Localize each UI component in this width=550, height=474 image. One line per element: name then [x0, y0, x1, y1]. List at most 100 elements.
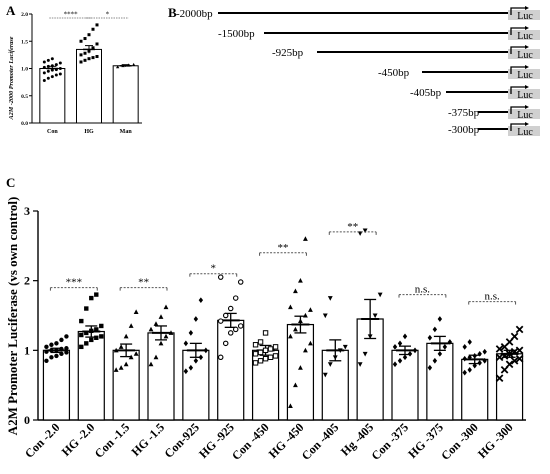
panel-c-data-point	[148, 326, 154, 332]
panel-c-data-point	[357, 362, 363, 367]
panel-c-data-point-shape	[203, 347, 209, 354]
panel-c-data-point	[168, 330, 174, 335]
panel-c-data-point-shape	[79, 318, 84, 324]
panel-c-data-point-shape	[153, 354, 159, 360]
panel-a-data-point-shape	[42, 78, 46, 82]
panel-a-data-point	[46, 76, 50, 80]
panel-c-data-point-stroke-b	[510, 332, 519, 341]
panel-c-data-point-shape	[293, 382, 298, 388]
panel-c-data-point	[505, 360, 514, 369]
panel-c-data-point-shape	[163, 304, 169, 310]
panel-c-data-point-shape	[252, 360, 259, 366]
panel-c-sig-label: n.s.	[485, 291, 501, 303]
panel-a-data-point-shape	[54, 63, 58, 67]
panel-c-data-point	[257, 339, 264, 345]
panel-c-data-point	[94, 335, 99, 340]
panel-a-data-point	[42, 78, 46, 82]
panel-c-data-point	[44, 344, 49, 350]
panel-a-data-point-shape	[42, 65, 46, 69]
panel-c-data-point-shape	[54, 348, 59, 353]
panel-c-data-point-shape	[217, 274, 224, 280]
panel-c-data-point-shape	[118, 365, 124, 370]
panel-c-data-point	[377, 292, 383, 298]
panel-a-data-point-shape	[87, 49, 91, 53]
panel-b-tss-arrow	[510, 106, 525, 114]
panel-c-data-point	[128, 354, 134, 360]
panel-c-bar	[147, 332, 175, 421]
panel-c-data-point	[303, 347, 308, 353]
panel-c-data-point	[462, 343, 467, 350]
panel-c-data-point	[298, 318, 303, 324]
panel-c-data-point-shape	[462, 369, 467, 376]
panel-c-data-point	[298, 278, 303, 283]
panel-c-data-point	[44, 358, 49, 363]
panel-c-bar	[391, 349, 419, 421]
panel-b-construct-label: -925bp	[272, 47, 304, 59]
panel-c-data-point-shape	[257, 349, 264, 356]
panel-c-data-point-shape	[113, 367, 119, 372]
panel-c-data-point-shape	[222, 340, 229, 347]
panel-b-luc-label: Luc	[517, 127, 533, 138]
panel-c-data-point-shape	[308, 340, 313, 346]
panel-a-data-point-shape	[79, 39, 83, 43]
panel-a-chart: A2M -2000 Promoter Luciferase 0.0 0.5 1.0 1…	[8, 11, 142, 135]
panel-c-data-point-shape	[94, 327, 99, 332]
panel-c-data-point	[198, 354, 204, 361]
panel-c-data-point	[515, 325, 524, 334]
panel-a-data-point-shape	[54, 73, 58, 77]
panel-c-data-point-stroke-b	[500, 352, 509, 360]
panel-a-y-tick-label: 0.5	[21, 94, 28, 100]
panel-c-data-point	[54, 353, 59, 359]
panel-c-data-point	[308, 340, 313, 346]
panel-c-data-point	[402, 333, 408, 340]
panel-c-data-point-shape	[193, 357, 199, 364]
panel-a-data-point	[95, 23, 99, 27]
panel-c-data-point	[462, 369, 467, 376]
panel-a-sig-label: ****	[64, 11, 79, 19]
panel-c-data-point-shape	[467, 366, 472, 373]
panel-c-data-point	[79, 318, 84, 324]
panel-c-data-point	[392, 361, 398, 368]
panel-c-data-point	[467, 339, 472, 345]
panel-a-data-point	[87, 33, 91, 37]
panel-b-luc-label: Luc	[517, 110, 533, 121]
panel-c-data-point	[148, 361, 154, 367]
panel-c-data-point-shape	[357, 362, 363, 367]
panel-c-data-point-shape	[402, 354, 408, 361]
panel-c-data-point	[64, 346, 69, 351]
panel-c-data-point	[252, 360, 259, 366]
panel-c-sig-label: **	[347, 221, 358, 233]
panel-c-data-point	[500, 352, 509, 360]
panel-c-sig-label: ***	[66, 277, 83, 289]
panel-c-bar	[112, 349, 140, 421]
panel-c-data-point	[99, 334, 104, 339]
panel-c-chart: A2M Promoter Luciferase (vs own control)…	[5, 197, 526, 463]
panel-b-tss-arrow	[510, 123, 525, 131]
panel-c-data-point	[472, 362, 477, 369]
panel-a-data-point-shape	[95, 42, 99, 46]
panel-c-data-point	[367, 334, 373, 340]
panel-c-data-point	[84, 306, 89, 311]
panel-c-data-point-shape	[64, 334, 69, 339]
panel-a-data-point-shape	[42, 60, 46, 64]
panel-a-data-point-shape	[58, 72, 62, 76]
panel-a-data-point	[46, 58, 50, 62]
panel-a-sig-label: *	[106, 11, 110, 19]
panel-c-data-point-shape	[447, 339, 453, 345]
panel-c-data-point	[183, 340, 189, 347]
panel-c-data-point	[128, 323, 134, 328]
panel-c-data-point-shape	[94, 335, 99, 340]
panel-c-data-point-shape	[99, 323, 104, 329]
panel-c-data-point	[505, 349, 514, 358]
panel-c-data-point-shape	[118, 344, 124, 349]
panel-a-data-point	[83, 51, 87, 55]
panel-c-data-point-shape	[44, 349, 49, 354]
panel-c-data-point-shape	[472, 353, 477, 359]
panel-c-data-point	[203, 347, 209, 354]
panel-c-data-point-shape	[262, 347, 269, 354]
panel-c-data-point-shape	[362, 228, 368, 234]
panel-b-luc-label: Luc	[517, 31, 533, 42]
panel-a-y-tick-label: 2.0	[21, 12, 28, 18]
panel-a-data-point-shape	[46, 69, 50, 73]
panel-c-data-point	[227, 330, 234, 336]
